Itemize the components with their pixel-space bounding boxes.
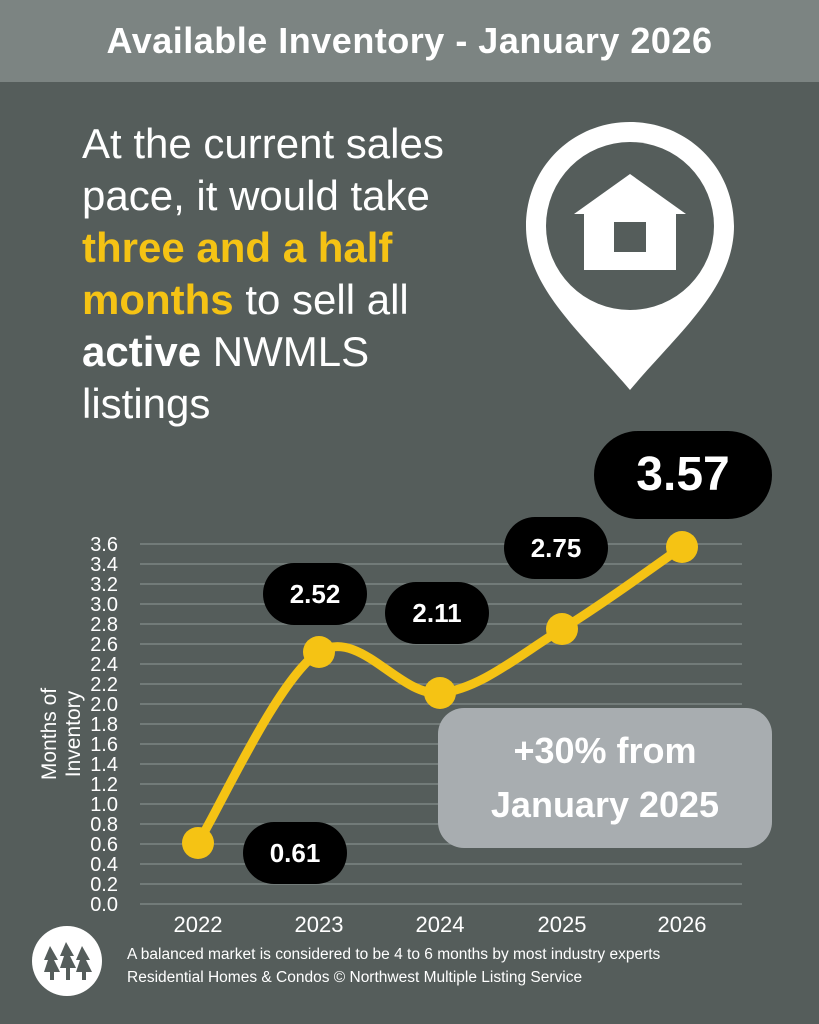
footnote-credit: Residential Homes & Condos © Northwest M…	[127, 969, 583, 986]
footnote-balanced-market: A balanced market is considered to be 4 …	[127, 946, 661, 963]
headline-line-4: months to sell all	[82, 274, 552, 326]
x-tick-label: 2023	[295, 912, 344, 937]
y-tick-label: 0.4	[90, 854, 118, 876]
y-tick-label: 0.2	[90, 874, 118, 896]
location-pin-icon	[526, 122, 734, 390]
y-tick-label: 2.4	[90, 654, 118, 676]
data-label-2025: 2.75	[504, 517, 608, 579]
x-tick-label: 2025	[538, 912, 587, 937]
change-line-1: +30% from	[513, 730, 697, 771]
headline-after-bold: NWMLS	[212, 328, 370, 375]
y-tick-label: 0.8	[90, 814, 118, 836]
x-tick-label: 2026	[658, 912, 707, 937]
y-tick-label: 1.0	[90, 794, 118, 816]
headline-highlight-b: months	[82, 276, 234, 323]
page-title: Available Inventory - January 2026	[106, 20, 713, 61]
y-tick-label: 1.6	[90, 734, 118, 756]
y-tick-label: 0.0	[90, 894, 118, 916]
data-point-2024	[424, 677, 456, 709]
headline-bold-word: active	[82, 328, 202, 375]
headline-line-1: At the current sales	[82, 120, 444, 167]
x-tick-label: 2024	[416, 912, 465, 937]
x-axis-ticks: 2022 2023 2024 2025 2026	[174, 912, 707, 937]
data-point-2025	[546, 613, 578, 645]
headline-line-2: pace, it would take	[82, 172, 430, 219]
headline-line-6: listings	[82, 380, 211, 427]
y-tick-label: 3.2	[90, 574, 118, 596]
y-tick-label: 3.6	[90, 534, 118, 556]
y-axis-ticks: 0.00.20.40.60.81.01.21.41.61.82.02.22.42…	[90, 534, 118, 916]
data-point-2022	[182, 827, 214, 859]
y-tick-label: 2.8	[90, 614, 118, 636]
data-label-2022: 0.61	[243, 822, 347, 884]
y-tick-label: 3.0	[90, 594, 118, 616]
y-tick-label: 1.8	[90, 714, 118, 736]
data-point-2023	[303, 636, 335, 668]
data-point-2026	[666, 531, 698, 563]
y-tick-label: 3.4	[90, 554, 118, 576]
data-label-2023: 2.52	[263, 563, 367, 625]
headline-line-5: active NWMLS	[82, 326, 552, 378]
header-bar: Available Inventory - January 2026	[0, 0, 819, 82]
headline-highlight-a: three and a half	[82, 224, 393, 271]
nwmls-logo-icon	[32, 926, 102, 996]
house-icon	[574, 174, 686, 270]
data-label-2026: 3.57	[594, 431, 772, 519]
y-tick-label: 2.0	[90, 694, 118, 716]
change-badge: +30% from January 2025	[438, 708, 772, 848]
y-tick-label: 2.6	[90, 634, 118, 656]
y-axis-title: Months of Inventory	[38, 687, 85, 781]
change-line-2: January 2025	[490, 784, 720, 825]
data-points	[182, 531, 698, 859]
data-label-2024: 2.11	[385, 582, 489, 644]
y-tick-label: 0.6	[90, 834, 118, 856]
y-tick-label: 1.4	[90, 754, 118, 776]
y-tick-label: 1.2	[90, 774, 118, 796]
y-tick-label: 2.2	[90, 674, 118, 696]
headline: At the current sales pace, it would take…	[82, 118, 552, 430]
headline-after-highlight: to sell all	[245, 276, 409, 323]
x-tick-label: 2022	[174, 912, 223, 937]
